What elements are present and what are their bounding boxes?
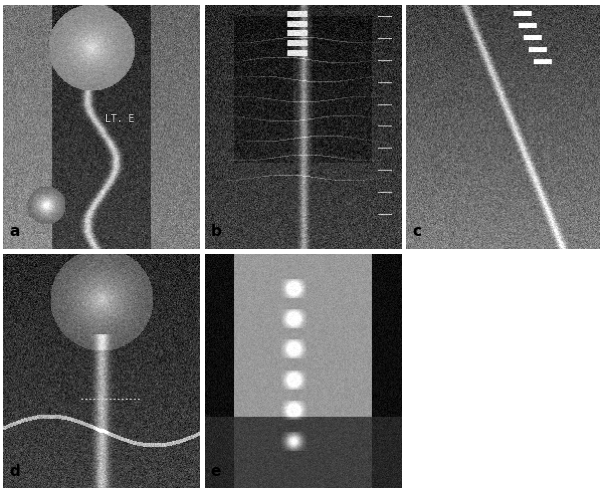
Text: a: a (9, 224, 19, 239)
Text: c: c (412, 224, 421, 239)
Text: b: b (211, 224, 221, 239)
Text: LT. E: LT. E (106, 114, 135, 124)
Text: e: e (211, 464, 221, 479)
Text: d: d (9, 464, 20, 479)
